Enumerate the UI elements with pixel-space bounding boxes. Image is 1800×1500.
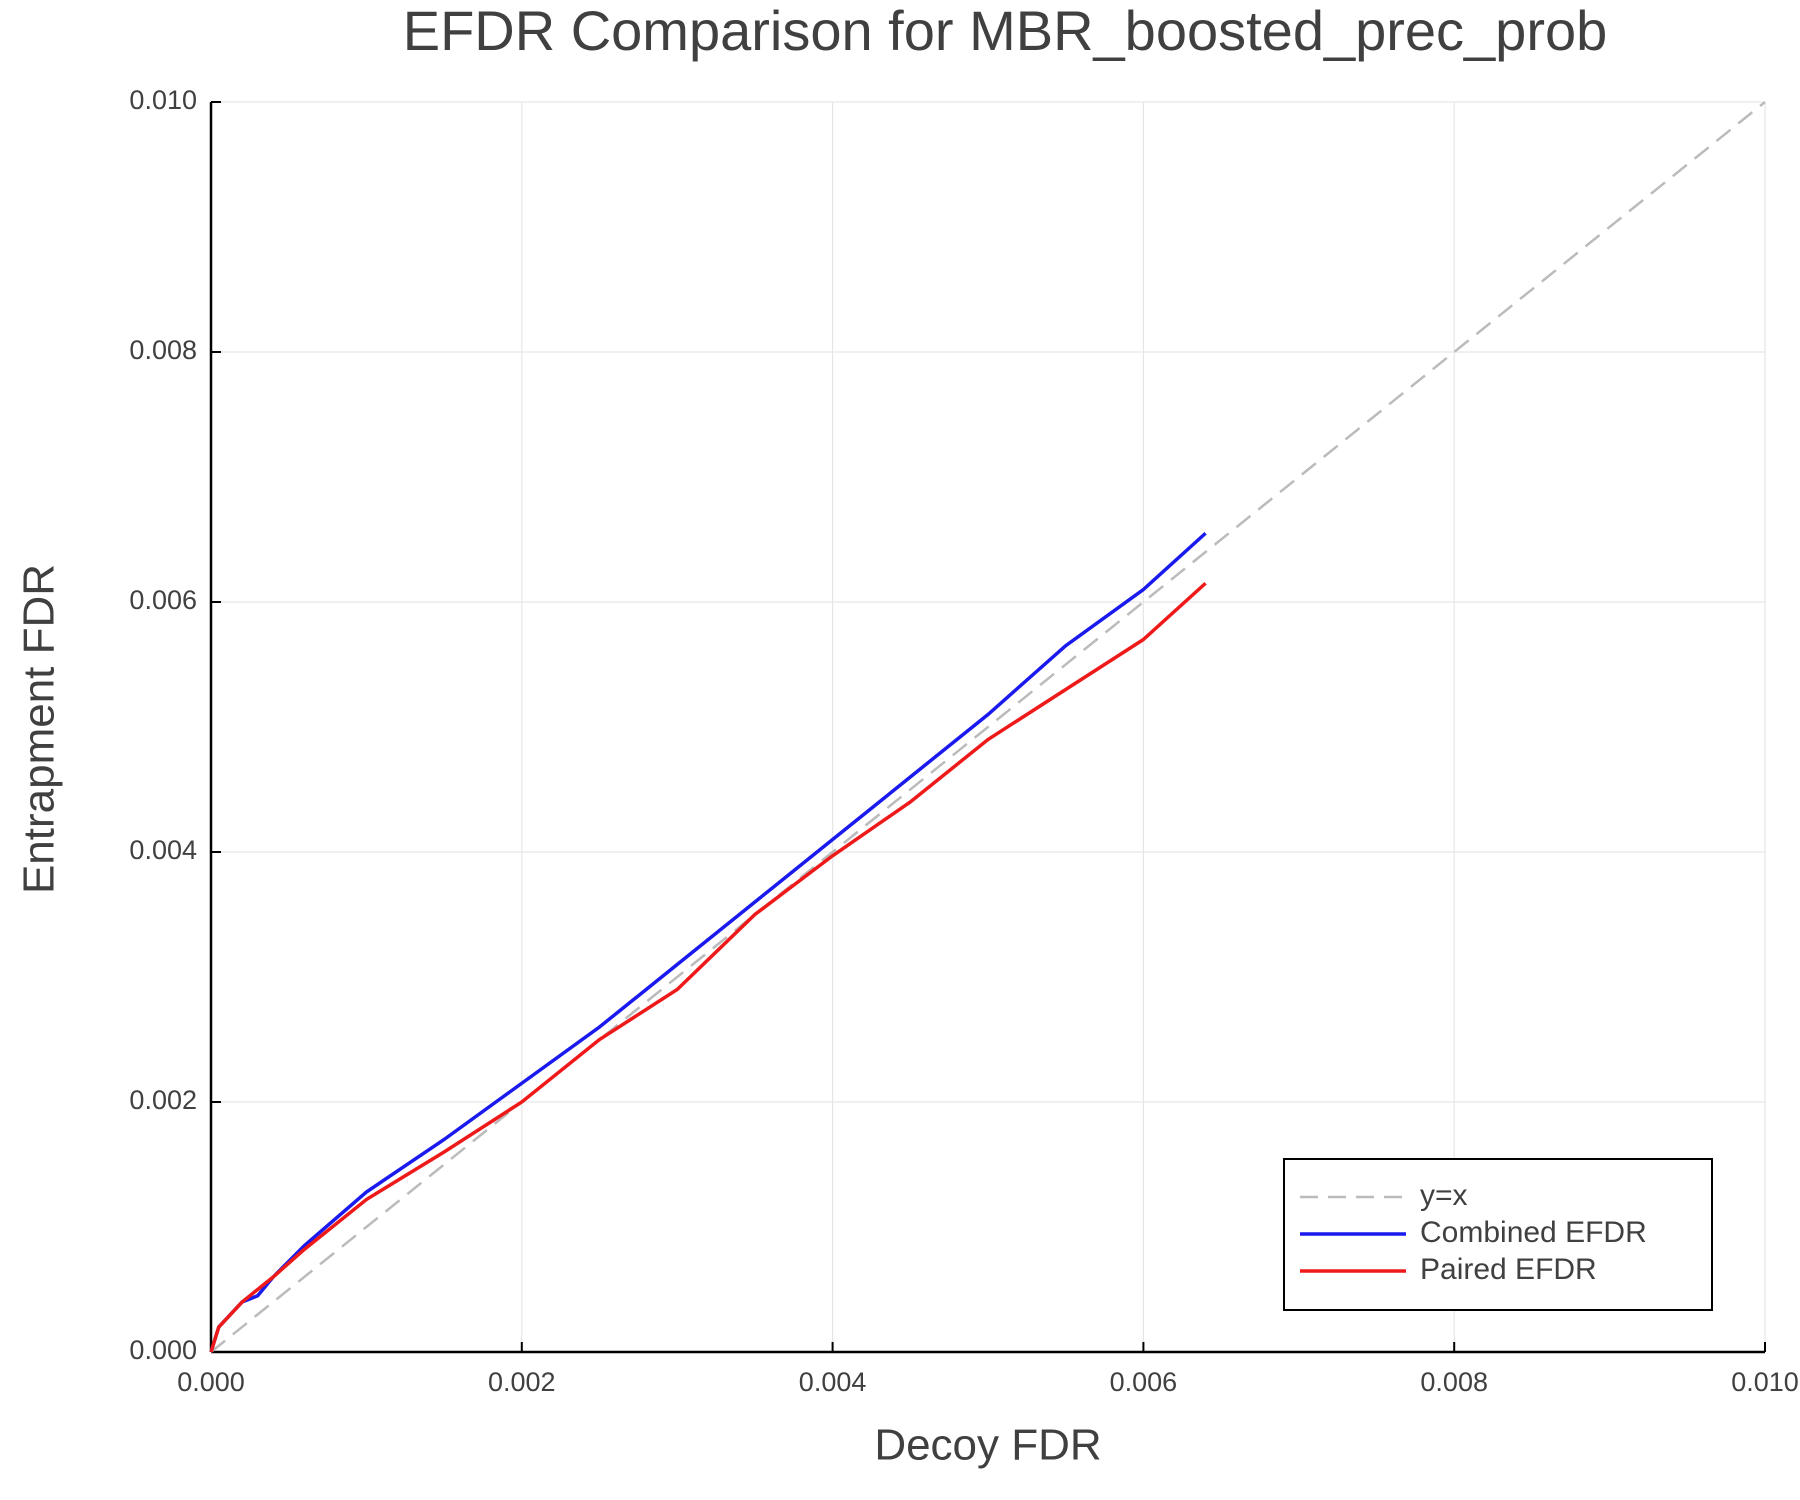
x-tick-label: 0.004 <box>799 1367 867 1397</box>
x-tick-label: 0.008 <box>1420 1367 1488 1397</box>
line-series <box>209 531 1207 1353</box>
legend-label: y=x <box>1420 1179 1468 1212</box>
x-tick-label: 0.000 <box>177 1367 245 1397</box>
y-tick-label: 0.010 <box>129 85 197 115</box>
y-tick-label: 0.002 <box>129 1085 197 1115</box>
x-axis-title: Decoy FDR <box>874 1421 1101 1470</box>
y-tick-label: 0.006 <box>129 585 197 615</box>
y-tick-label: 0.004 <box>129 835 197 865</box>
y-tick-label: 0.008 <box>129 335 197 365</box>
y-tick-label: 0.000 <box>129 1335 197 1365</box>
legend-label: Paired EFDR <box>1420 1253 1597 1286</box>
legend-label: Combined EFDR <box>1420 1216 1647 1249</box>
x-tick-label: 0.002 <box>488 1367 556 1397</box>
x-tick-label: 0.010 <box>1731 1367 1799 1397</box>
y-axis-title: Entrapment FDR <box>15 564 64 894</box>
line-series <box>210 101 1766 1353</box>
chart-title: EFDR Comparison for MBR_boosted_prec_pro… <box>403 0 1608 62</box>
x-tick-label: 0.006 <box>1110 1367 1178 1397</box>
line-series <box>209 581 1207 1353</box>
